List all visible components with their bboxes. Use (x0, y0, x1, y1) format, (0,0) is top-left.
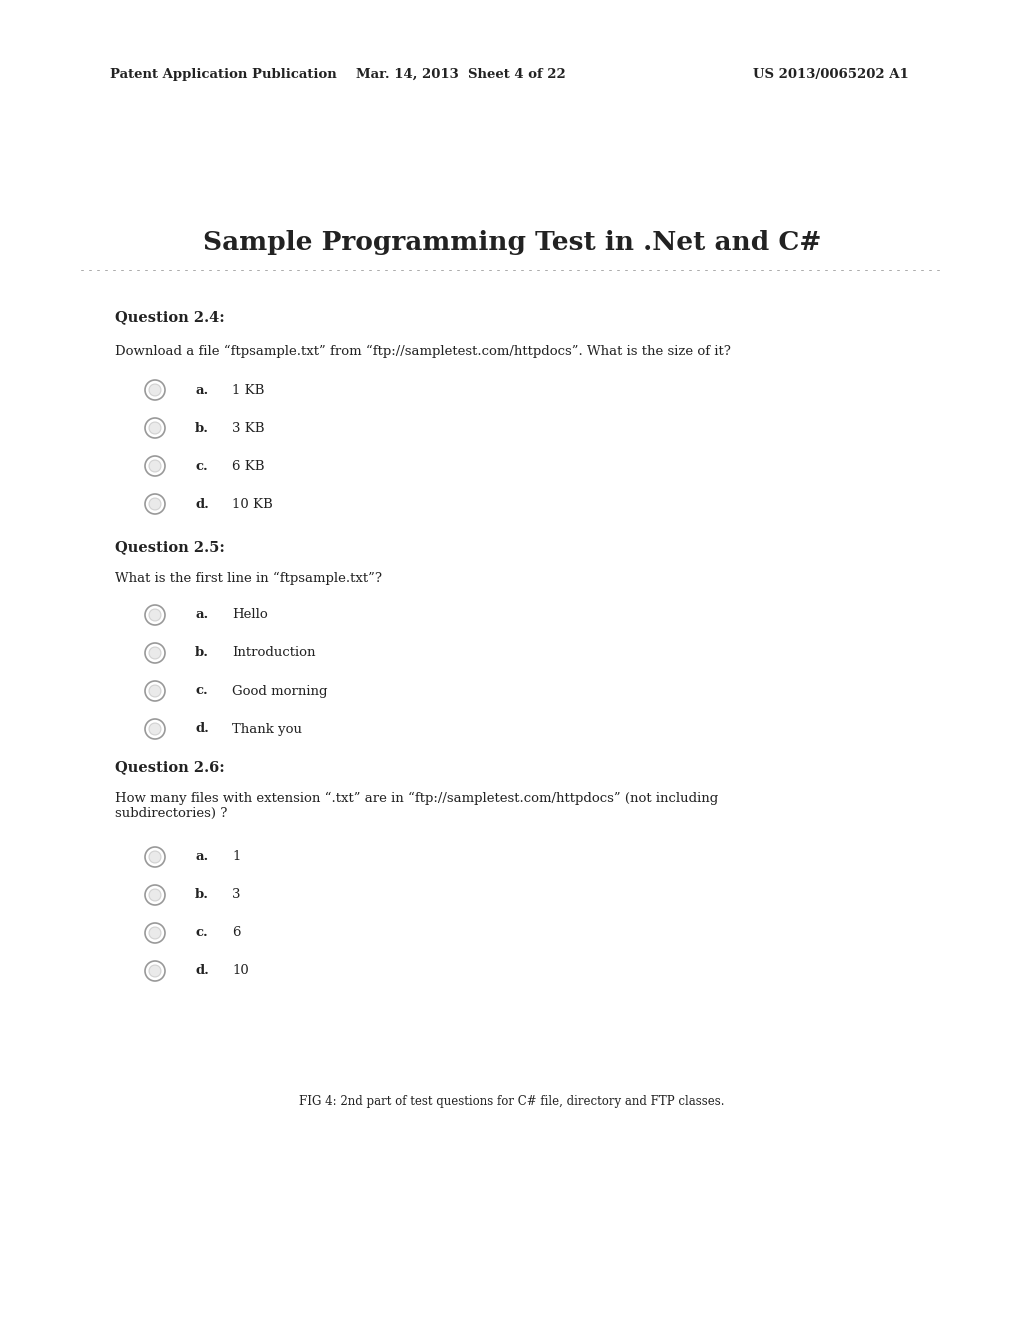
Circle shape (150, 927, 161, 939)
Text: d.: d. (195, 965, 209, 978)
Circle shape (150, 498, 161, 510)
Text: Sample Programming Test in .Net and C#: Sample Programming Test in .Net and C# (203, 230, 821, 255)
Text: 6: 6 (232, 927, 241, 940)
Circle shape (150, 459, 161, 473)
Circle shape (150, 723, 161, 735)
Text: Thank you: Thank you (232, 722, 302, 735)
Text: a.: a. (195, 850, 208, 863)
Text: d.: d. (195, 498, 209, 511)
Circle shape (150, 384, 161, 396)
Text: Introduction: Introduction (232, 647, 315, 660)
Text: 3: 3 (232, 888, 241, 902)
Text: Mar. 14, 2013  Sheet 4 of 22: Mar. 14, 2013 Sheet 4 of 22 (356, 69, 565, 81)
Text: 1: 1 (232, 850, 241, 863)
Text: US 2013/0065202 A1: US 2013/0065202 A1 (754, 69, 909, 81)
Text: Question 2.4:: Question 2.4: (115, 310, 224, 323)
Text: d.: d. (195, 722, 209, 735)
Text: FIG 4: 2nd part of test questions for C# file, directory and FTP classes.: FIG 4: 2nd part of test questions for C#… (299, 1096, 725, 1107)
Text: How many files with extension “.txt” are in “ftp://sampletest.com/httpdocs” (not: How many files with extension “.txt” are… (115, 792, 718, 820)
Text: 10: 10 (232, 965, 249, 978)
Text: c.: c. (195, 685, 208, 697)
Text: b.: b. (195, 647, 209, 660)
Text: 1 KB: 1 KB (232, 384, 264, 396)
Text: b.: b. (195, 888, 209, 902)
Circle shape (150, 965, 161, 977)
Text: c.: c. (195, 459, 208, 473)
Text: a.: a. (195, 384, 208, 396)
Text: Download a file “ftpsample.txt” from “ftp://sampletest.com/httpdocs”. What is th: Download a file “ftpsample.txt” from “ft… (115, 345, 731, 358)
Text: 10 KB: 10 KB (232, 498, 272, 511)
Text: a.: a. (195, 609, 208, 622)
Text: Patent Application Publication: Patent Application Publication (110, 69, 337, 81)
Circle shape (150, 422, 161, 434)
Text: 3 KB: 3 KB (232, 421, 264, 434)
Text: b.: b. (195, 421, 209, 434)
Text: Hello: Hello (232, 609, 267, 622)
Text: Question 2.5:: Question 2.5: (115, 540, 225, 554)
Text: c.: c. (195, 927, 208, 940)
Text: Question 2.6:: Question 2.6: (115, 760, 224, 774)
Circle shape (150, 647, 161, 659)
Text: What is the first line in “ftpsample.txt”?: What is the first line in “ftpsample.txt… (115, 572, 382, 585)
Circle shape (150, 609, 161, 620)
Text: 6 KB: 6 KB (232, 459, 264, 473)
Circle shape (150, 851, 161, 863)
Circle shape (150, 888, 161, 902)
Text: Good morning: Good morning (232, 685, 328, 697)
Circle shape (150, 685, 161, 697)
